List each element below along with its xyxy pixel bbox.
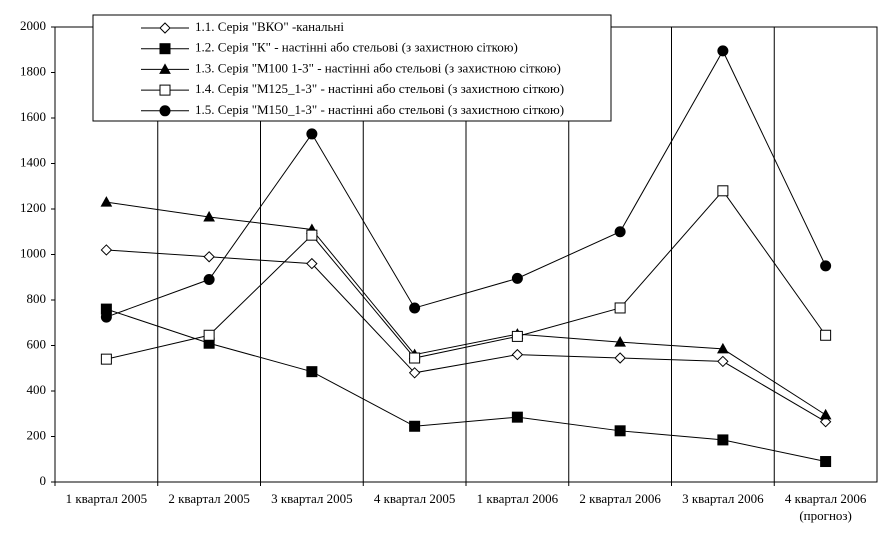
marker xyxy=(717,342,729,354)
marker xyxy=(717,434,729,446)
marker xyxy=(408,367,421,379)
marker xyxy=(717,355,729,368)
y-tick-label: 800 xyxy=(27,291,47,306)
legend-label: 1.1. Серія "ВКО" -канальні xyxy=(195,19,344,34)
series-line xyxy=(106,201,826,416)
marker xyxy=(820,329,832,341)
marker xyxy=(159,84,171,96)
legend-label: 1.5. Серія "М150_1-3" - настінні або сте… xyxy=(195,102,564,117)
marker xyxy=(203,274,215,286)
marker xyxy=(100,244,113,256)
y-tick-label: 400 xyxy=(27,382,47,397)
marker xyxy=(100,311,112,323)
y-tick-label: 1200 xyxy=(20,200,46,215)
series-line xyxy=(106,308,826,463)
marker xyxy=(409,302,421,314)
marker xyxy=(306,229,318,241)
y-tick-label: 600 xyxy=(27,336,47,351)
marker xyxy=(717,45,729,57)
marker xyxy=(159,63,171,74)
series-line xyxy=(106,49,827,318)
legend-label: 1.4. Серія "М125_1-3" - настінні або сте… xyxy=(195,81,564,96)
series-line xyxy=(106,189,827,360)
marker xyxy=(511,348,524,361)
legend-box xyxy=(92,14,612,122)
marker xyxy=(820,456,832,468)
marker xyxy=(306,366,318,378)
x-tick-label: 1 квартал 2006 xyxy=(477,491,559,506)
marker xyxy=(159,22,171,34)
marker xyxy=(511,272,523,284)
y-tick-label: 2000 xyxy=(20,18,46,33)
x-tick-label: 4 квартал 2006 (прогноз) xyxy=(785,491,867,523)
series xyxy=(100,185,832,365)
marker xyxy=(159,43,171,55)
y-tick-label: 1800 xyxy=(20,63,46,78)
series xyxy=(100,303,832,468)
marker xyxy=(614,336,626,347)
marker xyxy=(203,329,215,341)
x-tick-label: 3 квартал 2006 xyxy=(682,491,764,506)
marker xyxy=(203,210,215,222)
legend: 1.1. Серія "ВКО" -канальні 1.2. Серія "К"… xyxy=(92,14,612,122)
marker xyxy=(306,257,318,270)
x-tick-label: 2 квартал 2006 xyxy=(579,491,661,506)
marker xyxy=(100,353,112,365)
x-tick-label: 4 квартал 2005 xyxy=(374,491,456,506)
series xyxy=(100,244,832,428)
y-tick-label: 1600 xyxy=(20,109,46,124)
x-tick-label: 2 квартал 2005 xyxy=(168,491,250,506)
marker xyxy=(159,105,171,117)
legend-label: 1.3. Серія "М100 1-3" - настінні або сте… xyxy=(195,60,561,75)
marker xyxy=(100,196,113,207)
series xyxy=(100,45,832,323)
marker xyxy=(409,352,421,364)
marker xyxy=(203,251,215,263)
marker xyxy=(511,330,523,342)
y-tick-label: 1400 xyxy=(20,154,46,169)
marker xyxy=(819,408,832,420)
legend-label: 1.2. Серія "К" - настінні або стельові (… xyxy=(195,40,518,55)
y-tick-label: 1000 xyxy=(20,245,46,260)
x-tick-label: 3 квартал 2005 xyxy=(271,491,353,506)
y-tick-label: 0 xyxy=(40,473,47,488)
marker xyxy=(614,226,626,238)
marker xyxy=(614,302,626,314)
series-line xyxy=(106,249,826,423)
marker xyxy=(614,425,626,437)
marker xyxy=(306,128,318,140)
x-tick-label: 1 квартал 2005 xyxy=(66,491,148,506)
marker xyxy=(409,420,421,432)
marker xyxy=(614,352,626,364)
y-tick-label: 200 xyxy=(27,427,47,442)
marker xyxy=(511,411,523,423)
marker xyxy=(717,185,729,197)
marker xyxy=(820,260,832,272)
